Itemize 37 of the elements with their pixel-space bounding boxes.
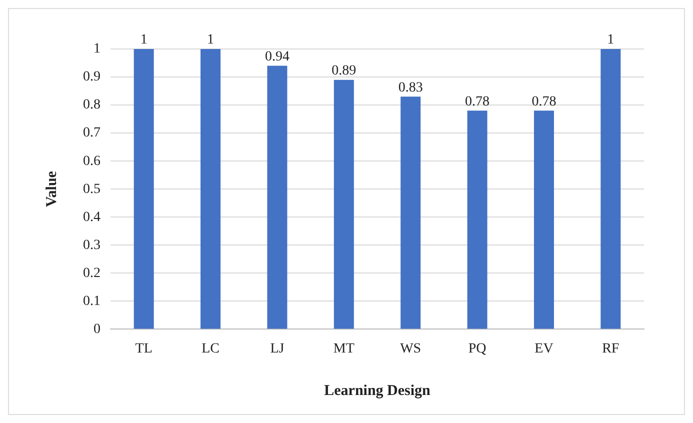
- y-tick-label: 0: [94, 322, 100, 337]
- bar: [400, 96, 421, 329]
- data-label: 1: [140, 32, 148, 48]
- data-label: 0.94: [264, 49, 290, 64]
- data-label: 0.78: [532, 94, 556, 110]
- y-tick-label: 0.5: [83, 182, 100, 197]
- x-tick-label: WS: [400, 341, 422, 356]
- y-tick-label: 0.2: [83, 266, 100, 281]
- bar: [534, 110, 554, 329]
- y-tick-label: 0.3: [83, 238, 100, 253]
- x-tick-label: MT: [333, 341, 355, 356]
- x-tick-label: PQ: [468, 341, 486, 356]
- y-axis-title: Value: [44, 170, 60, 208]
- bar: [467, 110, 488, 329]
- x-axis-title: Learning Design: [324, 382, 432, 399]
- data-label: 0.83: [398, 80, 423, 96]
- x-tick-label: TL: [135, 341, 152, 356]
- y-tick-label: 0.7: [83, 126, 100, 141]
- x-tick-label: LC: [202, 341, 220, 356]
- bar: [267, 66, 288, 329]
- x-tick-label: EV: [534, 341, 554, 356]
- y-tick-label: 0.6: [83, 154, 100, 169]
- bar: [134, 49, 154, 329]
- y-tick-label: 0.4: [83, 210, 100, 225]
- data-label: 1: [207, 32, 214, 48]
- y-tick-label: 0.9: [83, 70, 100, 85]
- bar: [200, 49, 221, 329]
- y-tick-label: 1: [94, 42, 100, 57]
- x-tick-label: RF: [602, 341, 620, 356]
- bar: [334, 80, 354, 329]
- data-label: 1: [607, 32, 614, 48]
- bar: [600, 49, 621, 329]
- y-tick-label: 0.1: [83, 294, 100, 309]
- y-tick-label: 0.8: [83, 98, 100, 113]
- data-label: 0.78: [465, 94, 490, 110]
- data-label: 0.89: [332, 63, 356, 78]
- x-tick-label: LJ: [270, 341, 285, 356]
